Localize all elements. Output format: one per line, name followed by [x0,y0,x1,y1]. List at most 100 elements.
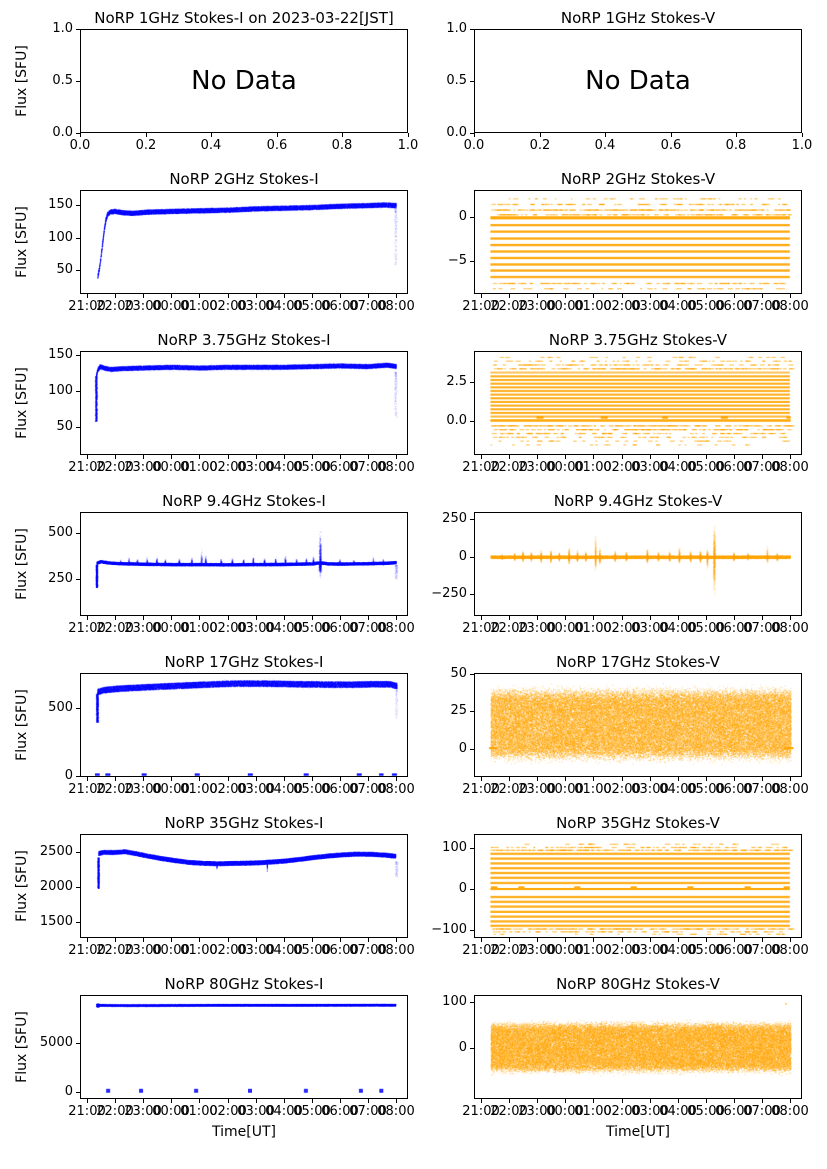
y-tick-mark [76,355,80,356]
x-tick-mark [537,1099,538,1103]
x-tick-mark [396,777,397,781]
x-tick-label: 01:00 [180,299,218,314]
x-tick-mark [565,938,566,942]
x-tick-mark [171,938,172,942]
x-tick-label: 00:00 [546,299,584,314]
x-tick-label: 21:00 [462,943,500,958]
x-tick-mark [228,455,229,459]
x-tick-mark [340,455,341,459]
x-tick-label: 08:00 [771,299,809,314]
data-canvas [81,352,407,454]
y-tick-label: 1.0 [52,21,73,36]
x-tick-mark [537,294,538,298]
y-tick-mark [76,533,80,534]
x-tick-label: 21:00 [462,621,500,636]
x-tick-mark [115,294,116,298]
y-tick-label: 0 [64,1084,73,1099]
x-tick-label: 03:00 [237,1104,275,1119]
x-tick-label: 23:00 [518,1104,556,1119]
x-tick-mark [650,777,651,781]
x-tick-label: 07:00 [743,460,781,475]
x-tick-mark [228,616,229,620]
x-tick-label: 01:00 [180,621,218,636]
plot-area [80,190,408,294]
plot-area [80,673,408,777]
x-tick-mark [537,616,538,620]
x-tick-mark [736,133,737,137]
x-tick-mark [622,616,623,620]
x-tick-mark [474,133,475,137]
x-tick-mark [284,777,285,781]
x-tick-label: 21:00 [68,621,106,636]
plot-area: No Data [80,29,408,133]
x-tick-mark [706,294,707,298]
x-tick-mark [622,294,623,298]
subplot-norp-17ghz-stokes-v: NoRP 17GHz Stokes-V 0 25 50 21:00 22:00 23:00… [413,649,827,810]
subplot-title: NoRP 3.75GHz Stokes-I [157,331,331,349]
x-tick-mark [80,133,81,137]
x-tick-label: 0.0 [69,138,91,153]
y-tick-label: 500 [48,525,73,540]
subplot-norp-1ghz-stokes-i: NoRP 1GHz Stokes-I on 2023-03-22[JST] Fl… [0,5,418,166]
plot-area [474,351,802,455]
x-tick-label: 21:00 [462,460,500,475]
y-tick-label: 0 [458,209,467,224]
x-tick-label: 03:00 [237,943,275,958]
y-tick-mark [76,1043,80,1044]
x-tick-mark [790,1099,791,1103]
x-tick-label: 23:00 [518,621,556,636]
data-canvas [81,674,407,776]
x-tick-mark [342,133,343,137]
y-tick-label: 0.0 [52,125,73,140]
subplot-title: NoRP 35GHz Stokes-V [556,814,720,832]
x-tick-mark [312,294,313,298]
y-tick-label: 2000 [39,879,73,894]
x-tick-mark [396,294,397,298]
y-tick-mark [470,421,474,422]
plot-area [80,995,408,1099]
subplot-title: NoRP 9.4GHz Stokes-I [162,492,326,510]
x-tick-label: 0.2 [529,138,551,153]
x-tick-mark [802,133,803,137]
y-tick-mark [470,382,474,383]
x-tick-label: 08:00 [771,782,809,797]
x-tick-label: 06:00 [715,621,753,636]
x-tick-label: 22:00 [96,943,134,958]
x-tick-label: 22:00 [490,782,528,797]
x-tick-mark [593,938,594,942]
subplot-title: NoRP 17GHz Stokes-V [556,653,720,671]
y-tick-label: 0 [458,881,467,896]
subplot-title: NoRP 1GHz Stokes-I on 2023-03-22[JST] [94,9,394,27]
x-tick-label: 01:00 [574,460,612,475]
x-tick-label: 07:00 [349,1104,387,1119]
x-tick-mark [115,777,116,781]
x-tick-mark [678,455,679,459]
x-tick-mark [509,938,510,942]
x-tick-mark [565,777,566,781]
subplot-norp-2ghz-stokes-v: NoRP 2GHz Stokes-V 0 −5 21:00 22:00 23:00 00:… [413,166,827,327]
x-tick-label: 07:00 [743,782,781,797]
x-tick-label: 02:00 [603,943,641,958]
y-tick-label: 0 [64,768,73,783]
x-tick-mark [143,616,144,620]
x-tick-label: 08:00 [771,460,809,475]
x-tick-mark [211,133,212,137]
y-tick-mark [76,29,80,30]
x-tick-label: 07:00 [743,1104,781,1119]
x-tick-label: 02:00 [603,621,641,636]
y-tick-label: 500 [48,700,73,715]
subplot-title: NoRP 80GHz Stokes-I [164,975,324,993]
x-tick-label: 03:00 [237,621,275,636]
x-tick-mark [199,616,200,620]
x-tick-label: 22:00 [96,621,134,636]
x-tick-mark [199,455,200,459]
data-canvas [475,513,801,615]
x-tick-label: 06:00 [715,460,753,475]
x-tick-label: 02:00 [603,460,641,475]
x-tick-mark [762,294,763,298]
x-tick-label: 00:00 [152,782,190,797]
x-tick-label: 02:00 [209,460,247,475]
x-tick-mark [706,938,707,942]
x-tick-label: 21:00 [68,1104,106,1119]
x-tick-label: 00:00 [546,460,584,475]
